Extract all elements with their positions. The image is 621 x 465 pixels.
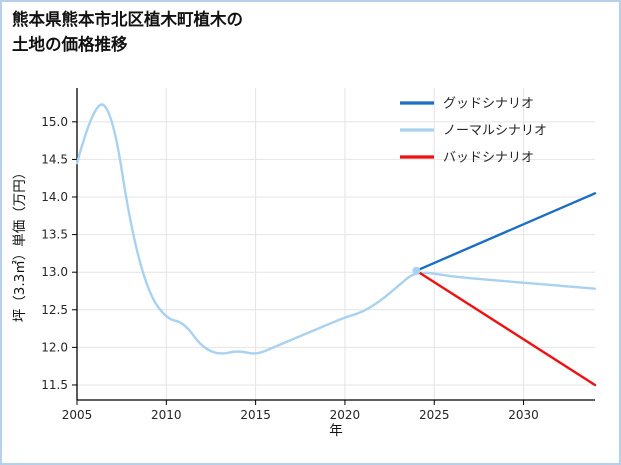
legend-label-good: グッドシナリオ [443, 97, 534, 112]
current-value-marker [412, 266, 421, 275]
x-tick-label: 2015 [240, 408, 271, 422]
chart-title-line2: 土地の価格推移 [12, 34, 128, 54]
y-tick-label: 12.5 [41, 303, 68, 317]
series-line-bad [415, 269, 597, 387]
y-axis-label: 坪（3.3㎡）単価（万円） [12, 166, 28, 322]
x-tick-label: 2030 [508, 408, 539, 422]
y-tick-label: 12.0 [41, 340, 68, 354]
chart-title: 熊本県熊本市北区植木町植木の 土地の価格推移 [12, 8, 243, 58]
legend-label-normal: ノーマルシナリオ [443, 124, 547, 139]
chart-title-line1: 熊本県熊本市北区植木町植木の [12, 10, 243, 29]
series-line-normal [75, 103, 597, 355]
x-axis-label: 年 [329, 423, 343, 439]
x-tick-label: 2010 [151, 408, 182, 422]
series-line-good [415, 192, 597, 272]
y-tick-label: 13.0 [41, 265, 68, 279]
y-tick-label: 11.5 [41, 378, 68, 392]
y-tick-label: 13.5 [41, 228, 68, 242]
x-tick-label: 2025 [419, 408, 450, 422]
y-tick-label: 15.0 [41, 115, 68, 129]
x-tick-label: 2020 [330, 408, 361, 422]
y-tick-label: 14.5 [41, 152, 68, 166]
legend-label-bad: バッドシナリオ [443, 151, 534, 166]
y-tick-label: 14.0 [41, 190, 68, 204]
x-tick-label: 2005 [62, 408, 93, 422]
